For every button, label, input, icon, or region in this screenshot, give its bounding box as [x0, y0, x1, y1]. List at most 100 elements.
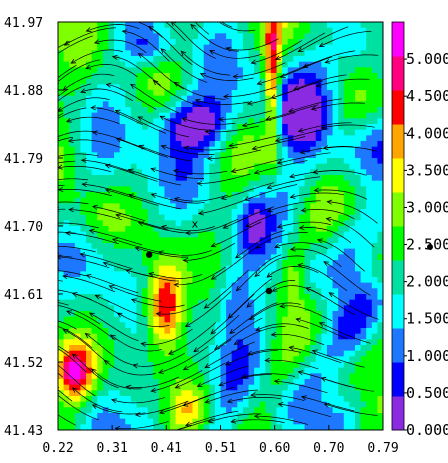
- heatmap-cell: [338, 107, 345, 114]
- heatmap-cell: [114, 401, 121, 408]
- heatmap-cell: [321, 50, 328, 57]
- heatmap-cell: [186, 350, 194, 357]
- heatmap-cell: [276, 192, 283, 199]
- heatmap-cell: [153, 209, 160, 216]
- heatmap-cell: [248, 333, 255, 340]
- heatmap-cell: [366, 265, 373, 272]
- streamline: [247, 348, 302, 355]
- heatmap-cell: [147, 50, 154, 57]
- streamline-arrowhead: [218, 116, 224, 122]
- heatmap-cell: [220, 56, 227, 63]
- heatmap-cell: [130, 243, 138, 250]
- heatmap-cell: [170, 294, 177, 301]
- heatmap-cell: [175, 226, 182, 233]
- heatmap-cell: [175, 67, 182, 74]
- heatmap-cell: [293, 345, 300, 352]
- heatmap-cell: [377, 146, 383, 153]
- heatmap-cell: [63, 33, 70, 40]
- heatmap-cell: [80, 316, 87, 323]
- heatmap-cell: [136, 390, 143, 397]
- heatmap-cell: [343, 339, 350, 346]
- heatmap-cell: [265, 362, 272, 369]
- heatmap-cell: [147, 214, 154, 221]
- heatmap-cell: [310, 73, 317, 80]
- heatmap-cell: [74, 27, 82, 34]
- heatmap-cell: [293, 33, 300, 40]
- heatmap-cell: [377, 243, 383, 250]
- heatmap-cell: [130, 231, 138, 238]
- heatmap-cell: [321, 384, 328, 391]
- heatmap-cell: [170, 95, 177, 102]
- heatmap-cell: [265, 373, 272, 380]
- heatmap-cell: [220, 265, 227, 272]
- heatmap-cell: [80, 350, 87, 357]
- heatmap-cell: [181, 209, 188, 216]
- heatmap-cell: [298, 180, 306, 187]
- heatmap-cell: [326, 237, 334, 244]
- heatmap-cell: [130, 192, 138, 199]
- heatmap-cell: [226, 214, 233, 221]
- heatmap-cell: [270, 243, 278, 250]
- heatmap-cell: [293, 61, 300, 68]
- heatmap-cell: [158, 390, 166, 397]
- heatmap-cell: [125, 78, 132, 85]
- heatmap-cell: [354, 390, 362, 397]
- streamline-arrowhead: [256, 80, 263, 86]
- heatmap-cell: [248, 78, 255, 85]
- heatmap-cell: [220, 44, 227, 51]
- heatmap-cell: [91, 180, 98, 187]
- heatmap-cell: [276, 333, 283, 340]
- heatmap-cell: [298, 424, 306, 430]
- streamline: [219, 110, 273, 120]
- heatmap-cell: [130, 67, 138, 74]
- heatmap-cell: [298, 158, 306, 165]
- heatmap-cell: [58, 277, 65, 284]
- heatmap-cell: [136, 56, 143, 63]
- heatmap-cell: [91, 282, 98, 289]
- heatmap-cell: [125, 396, 132, 403]
- heatmap-cell: [259, 333, 266, 340]
- heatmap-cell: [147, 407, 154, 414]
- heatmap-cell: [293, 299, 300, 306]
- heatmap-cell: [226, 373, 233, 380]
- heatmap-cell: [203, 282, 210, 289]
- streamline-arrowhead: [52, 101, 57, 106]
- heatmap-cell: [321, 158, 328, 165]
- heatmap-cell: [97, 390, 104, 397]
- heatmap-cell: [304, 384, 311, 391]
- heatmap-cell: [237, 248, 244, 255]
- heatmap-cell: [108, 107, 115, 114]
- heatmap-cell: [298, 390, 306, 397]
- streamline-arrowhead: [196, 180, 203, 187]
- heatmap-cell: [265, 305, 272, 312]
- heatmap-cell: [119, 152, 126, 159]
- heatmap-cell: [270, 33, 278, 40]
- streamline-arrowhead: [115, 213, 122, 219]
- heatmap-cell: [209, 231, 216, 238]
- heatmap-cell: [74, 95, 82, 102]
- heatmap-cell: [58, 282, 65, 289]
- heatmap-cell: [142, 44, 149, 51]
- heatmap-cell: [293, 424, 300, 430]
- heatmap-cell: [108, 152, 115, 159]
- heatmap-cell: [287, 203, 294, 210]
- heatmap-cell: [237, 50, 244, 57]
- heatmap-cell: [108, 50, 115, 57]
- heatmap-cell: [198, 350, 205, 357]
- heatmap-cell: [270, 339, 278, 346]
- heatmap-cell: [254, 73, 261, 80]
- heatmap-cell: [226, 50, 233, 57]
- heatmap-cell: [310, 322, 317, 329]
- heatmap-cell: [108, 95, 115, 102]
- heatmap-cell: [254, 373, 261, 380]
- heatmap-cell: [321, 254, 328, 261]
- heatmap-cell: [181, 379, 188, 386]
- heatmap-cell: [332, 316, 339, 323]
- heatmap-cell: [175, 260, 182, 267]
- heatmap-cell: [97, 135, 104, 142]
- heatmap-cell: [298, 260, 306, 267]
- heatmap-cell: [170, 248, 177, 255]
- heatmap-cell: [254, 141, 261, 148]
- heatmap-cell: [254, 180, 261, 187]
- heatmap-cell: [276, 180, 283, 187]
